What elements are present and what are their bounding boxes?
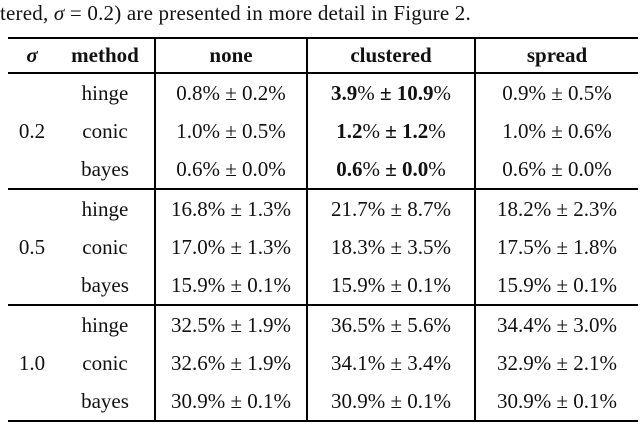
header-spread: spread [475, 38, 638, 74]
table-row: bayes 0.6% ± 0.0% 0.6% ± 0.0% 0.6% ± 0.0… [8, 150, 638, 189]
none-cell: 17.0% ± 1.3% [155, 228, 308, 266]
intro-text: tered, σ = 0.2) are presented in more de… [0, 1, 471, 25]
method-cell: hinge [56, 188, 156, 228]
header-method: method [56, 38, 156, 74]
spread-cell: 0.9% ± 0.5% [502, 80, 612, 105]
method-cell: conic [56, 344, 156, 382]
spread-cell: 34.4% ± 3.0% [475, 304, 638, 344]
table-row: conic 17.0% ± 1.3% 18.3% ± 3.5% 17.5% ± … [8, 228, 638, 266]
method-cell: bayes [56, 150, 156, 189]
clustered-cell: 15.9% ± 0.1% [307, 266, 476, 305]
none-cell: 16.8% ± 1.3% [155, 188, 308, 228]
spread-cell: 18.2% ± 2.3% [475, 188, 638, 228]
table-row: conic 1.0% ± 0.5% 1.2% ± 1.2% 1.0% ± 0.6… [8, 112, 638, 150]
sigma-value: 1.0 [8, 304, 56, 421]
spread-cell: 32.9% ± 2.1% [496, 350, 617, 375]
table-row: 0.2 hinge 0.8% ± 0.2% 3.9% ± 10.9% 0.9% … [8, 73, 638, 143]
spread-cell: 0.6% ± 0.0% [502, 156, 612, 181]
clustered-cell: 30.9% ± 0.1% [307, 382, 476, 421]
method-cell: bayes [56, 266, 156, 305]
clustered-cell: 1.2% ± 1.2% [307, 112, 476, 150]
none-cell: 15.9% ± 0.1% [155, 266, 308, 305]
clustered-cell: 18.3% ± 3.5% [307, 228, 476, 266]
header-none: none [155, 38, 308, 74]
none-cell: 32.5% ± 1.9% [155, 304, 308, 344]
sigma-value: 0.5 [8, 188, 56, 305]
header-clustered: clustered [307, 38, 476, 74]
table-row: conic 32.6% ± 1.9% 34.1% ± 3.4% 32.9% ± … [8, 344, 638, 382]
table-row: 0.5 hinge 16.8% ± 1.3% 21.7% ± 8.7% 18.2… [8, 188, 638, 305]
spread-cell: 17.5% ± 1.8% [496, 234, 617, 259]
spread-cell: 30.9% ± 0.1% [496, 388, 617, 413]
sigma-value: 0.2 [18, 118, 46, 143]
method-cell: conic [56, 112, 156, 150]
clustered-cell: 36.5% ± 5.6% [307, 304, 476, 344]
clustered-cell: 0.6% ± 0.0% [307, 150, 476, 189]
method-cell: hinge [56, 73, 156, 112]
table-row: bayes 30.9% ± 0.1% 30.9% ± 0.1% 30.9% ± … [8, 382, 638, 421]
spread-cell: 1.0% ± 0.6% [502, 118, 612, 143]
clustered-cell: 3.9% ± 10.9% [307, 73, 476, 112]
none-cell: 1.0% ± 0.5% [155, 112, 308, 150]
header-sigma: σ [8, 38, 56, 74]
header-row: σ method none clustered spread [8, 38, 638, 74]
clustered-cell: 34.1% ± 3.4% [307, 344, 476, 382]
table-row: bayes 15.9% ± 0.1% 15.9% ± 0.1% 15.9% ± … [8, 266, 638, 305]
none-cell: 30.9% ± 0.1% [155, 382, 308, 421]
method-cell: bayes [56, 382, 156, 421]
spread-cell: 15.9% ± 0.1% [496, 272, 617, 297]
method-cell: hinge [56, 304, 156, 344]
none-cell: 0.8% ± 0.2% [155, 73, 308, 112]
results-table: σ method none clustered spread 0.2 hinge… [8, 37, 638, 422]
table-row: 1.0 hinge 32.5% ± 1.9% 36.5% ± 5.6% 34.4… [8, 304, 638, 421]
clustered-cell: 21.7% ± 8.7% [307, 188, 476, 228]
method-cell: conic [56, 228, 156, 266]
none-cell: 32.6% ± 1.9% [155, 344, 308, 382]
none-cell: 0.6% ± 0.0% [155, 150, 308, 189]
